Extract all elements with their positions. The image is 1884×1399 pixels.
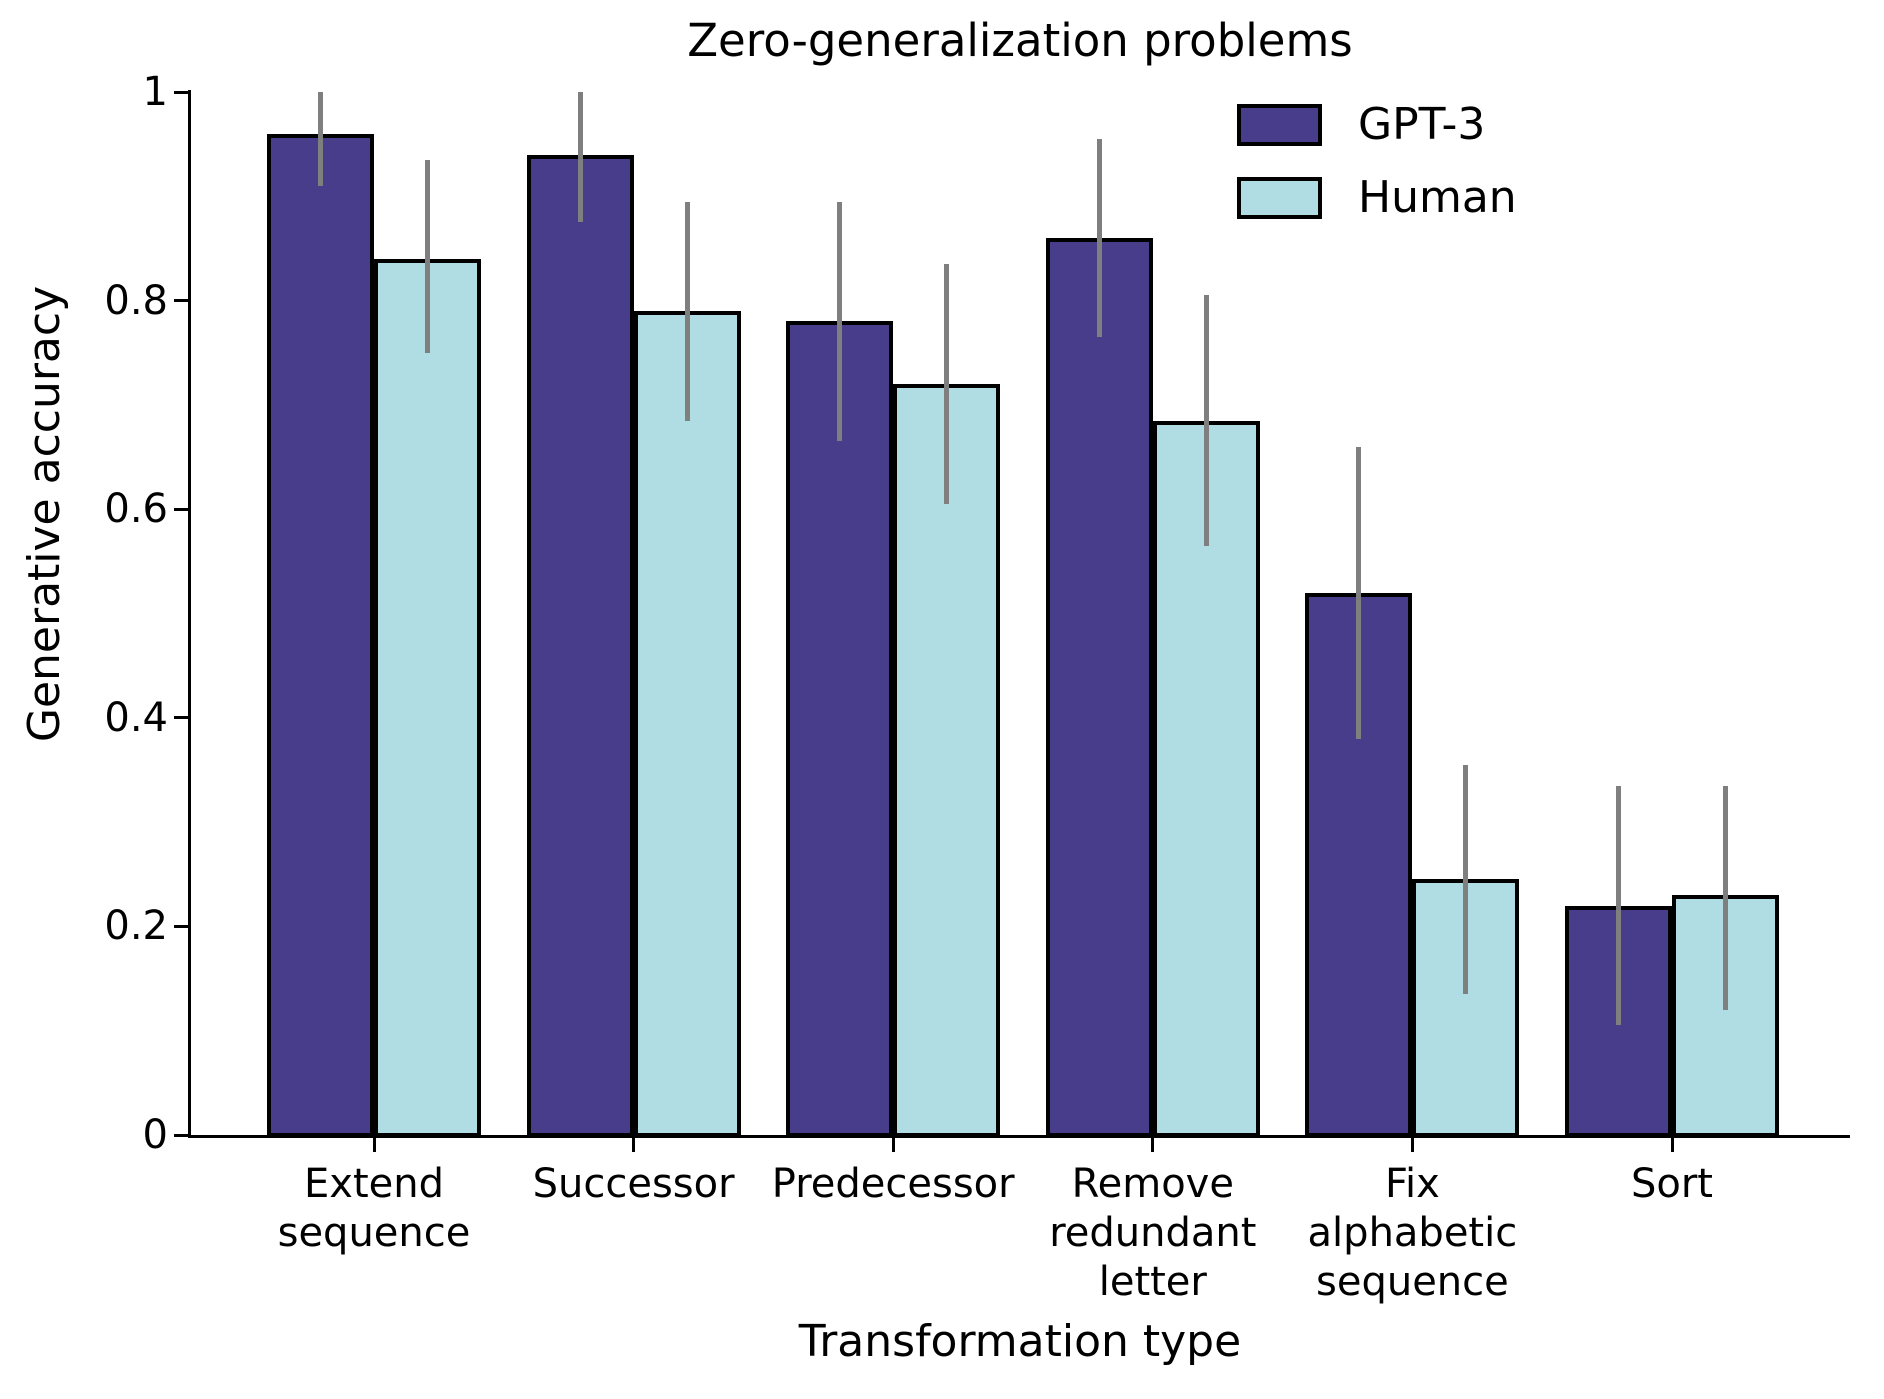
bar-gpt-3-5 bbox=[1305, 592, 1413, 1137]
x-tick-mark bbox=[1410, 1138, 1414, 1152]
error-bar-human-1 bbox=[425, 159, 430, 353]
error-bar-gpt-3-4 bbox=[1096, 138, 1102, 338]
x-tick-mark bbox=[632, 1138, 636, 1152]
bar-human-2 bbox=[633, 311, 741, 1137]
x-tick-mark bbox=[372, 1138, 376, 1152]
y-axis-spine bbox=[188, 90, 191, 1138]
y-tick-mark bbox=[174, 1133, 188, 1137]
category-label-6: Sort bbox=[1512, 1160, 1832, 1209]
error-bar-human-5 bbox=[1463, 764, 1469, 995]
y-tick-label: 0 bbox=[142, 1112, 168, 1158]
category-label-line: Predecessor bbox=[771, 1161, 1015, 1207]
bar-gpt-3-2 bbox=[526, 154, 634, 1137]
error-bar-human-6 bbox=[1723, 785, 1728, 1010]
y-tick-mark bbox=[174, 507, 188, 511]
error-bar-gpt-3-5 bbox=[1356, 446, 1362, 739]
bar-gpt-3-4 bbox=[1045, 238, 1153, 1137]
y-tick-label: 0.8 bbox=[104, 277, 168, 324]
x-tick-mark bbox=[1151, 1138, 1155, 1152]
y-tick-label: 1 bbox=[142, 69, 168, 115]
error-bar-gpt-3-1 bbox=[318, 92, 323, 186]
category-label-line: letter bbox=[1098, 1259, 1207, 1305]
error-bar-human-2 bbox=[684, 201, 690, 421]
category-label-line: sequence bbox=[277, 1210, 471, 1256]
y-tick-mark bbox=[174, 299, 188, 303]
error-bar-gpt-3-3 bbox=[837, 201, 843, 442]
error-bar-gpt-3-6 bbox=[1616, 785, 1621, 1026]
x-axis-spine bbox=[188, 1135, 1850, 1138]
y-tick-mark bbox=[174, 716, 188, 720]
y-tick-mark bbox=[174, 924, 188, 928]
legend-label: GPT-3 bbox=[1358, 99, 1486, 150]
category-label-line: Sort bbox=[1631, 1161, 1713, 1207]
legend-item-gpt-3: GPT-3 bbox=[1237, 103, 1517, 147]
bar-gpt-3-3 bbox=[786, 321, 894, 1137]
category-label-line: Extend bbox=[304, 1161, 444, 1207]
category-label-line: alphabetic bbox=[1307, 1210, 1518, 1256]
x-axis-label: Transformation type bbox=[798, 1316, 1242, 1367]
x-tick-mark bbox=[1670, 1138, 1674, 1152]
bar-human-6 bbox=[1672, 895, 1779, 1137]
bar-gpt-3-1 bbox=[267, 133, 374, 1137]
legend-label: Human bbox=[1358, 172, 1517, 223]
y-tick-mark bbox=[174, 90, 188, 94]
error-bar-gpt-3-2 bbox=[577, 92, 583, 223]
category-label-line: redundant bbox=[1049, 1210, 1257, 1256]
chart-title: Zero-generalization problems bbox=[687, 14, 1353, 67]
legend: GPT-3 Human bbox=[1237, 103, 1517, 220]
legend-item-human: Human bbox=[1237, 176, 1517, 220]
y-tick-label: 0.2 bbox=[104, 903, 168, 950]
bar-human-1 bbox=[374, 258, 481, 1137]
category-label-line: sequence bbox=[1316, 1259, 1509, 1305]
category-label-line: Fix bbox=[1384, 1161, 1440, 1207]
y-tick-label: 0.4 bbox=[104, 694, 168, 741]
legend-swatch bbox=[1237, 177, 1322, 219]
error-bar-human-3 bbox=[944, 264, 950, 504]
category-label-line: Successor bbox=[532, 1161, 735, 1207]
category-label-5: Fix alphabetic sequence bbox=[1252, 1160, 1572, 1307]
category-label-2: Successor bbox=[474, 1160, 794, 1209]
category-label-4: Remove redundant letter bbox=[993, 1160, 1313, 1307]
error-bar-human-4 bbox=[1203, 295, 1209, 546]
category-label-3: Predecessor bbox=[733, 1160, 1053, 1209]
y-tick-label: 0.6 bbox=[104, 486, 168, 533]
category-label-1: Extend sequence bbox=[214, 1160, 534, 1258]
category-label-line: Remove bbox=[1071, 1161, 1234, 1207]
x-tick-mark bbox=[891, 1138, 895, 1152]
legend-swatch bbox=[1237, 104, 1322, 146]
